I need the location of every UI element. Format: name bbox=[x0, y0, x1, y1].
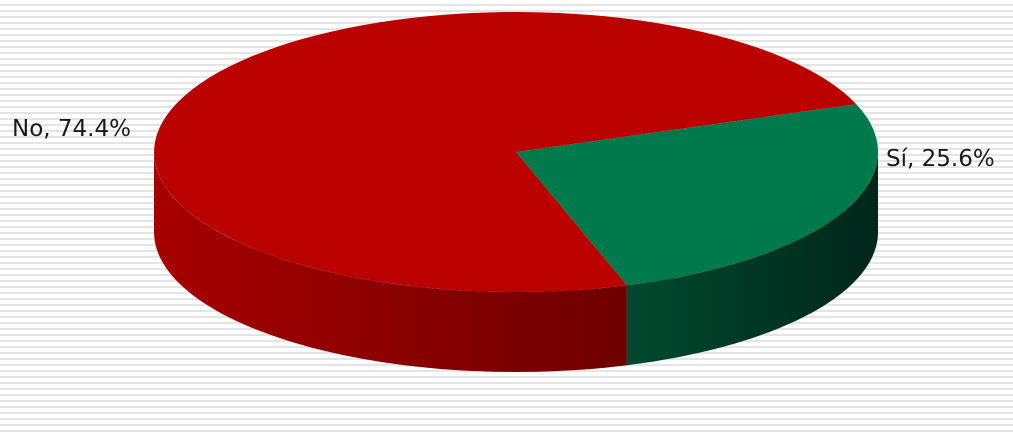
slice-label-si: Sí, 25.6% bbox=[886, 146, 995, 172]
pie-top-faces bbox=[154, 12, 879, 293]
slice-side-no bbox=[154, 152, 627, 372]
slice-top-si bbox=[516, 104, 879, 286]
slice-top-no bbox=[154, 12, 857, 293]
slice-side-si bbox=[626, 152, 878, 366]
slice-label-no: No, 74.4% bbox=[12, 116, 131, 142]
pie-side-walls bbox=[154, 152, 878, 372]
